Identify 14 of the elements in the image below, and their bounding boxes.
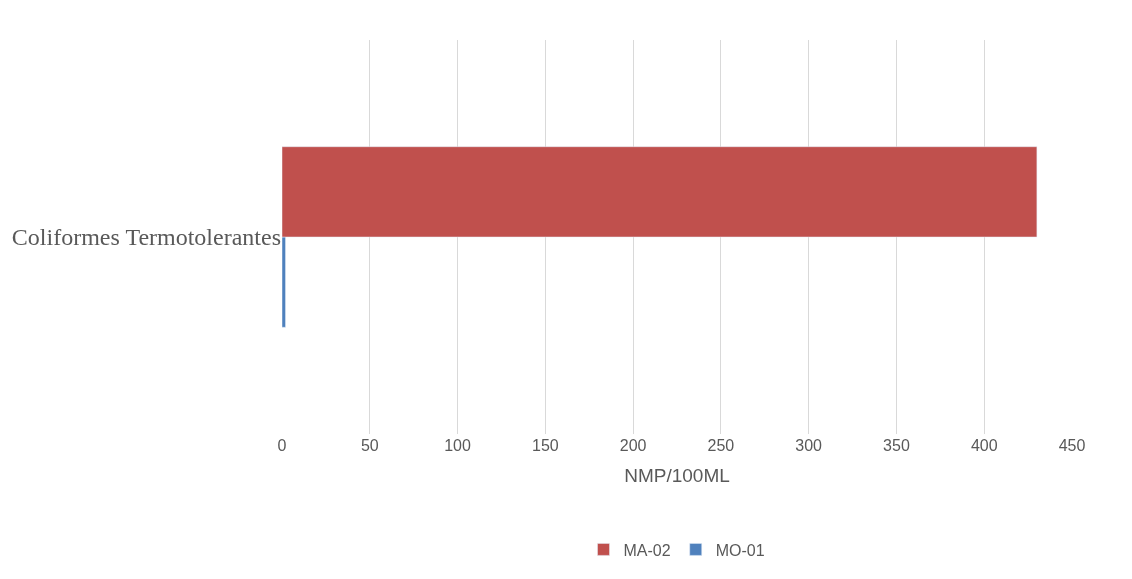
y-tick-label: Coliformes Termotolerantes xyxy=(11,224,281,251)
x-tick-label: 150 xyxy=(531,437,559,454)
legend-label: MA-02 xyxy=(623,541,671,559)
x-tick-label: 300 xyxy=(795,437,823,454)
x-tick-label: 0 xyxy=(277,437,287,454)
x-axis-title: NMP/100ML xyxy=(624,464,730,486)
x-tick-label: 100 xyxy=(444,437,472,454)
x-tick-label: 350 xyxy=(883,437,910,454)
x-tick-label: 250 xyxy=(707,437,735,454)
x-tick-label: 50 xyxy=(360,437,379,454)
x-tick-label: 200 xyxy=(619,437,647,454)
x-tick-label: 450 xyxy=(1058,437,1086,454)
x-tick-label: 400 xyxy=(970,437,998,454)
legend-label: MO-01 xyxy=(715,541,765,559)
